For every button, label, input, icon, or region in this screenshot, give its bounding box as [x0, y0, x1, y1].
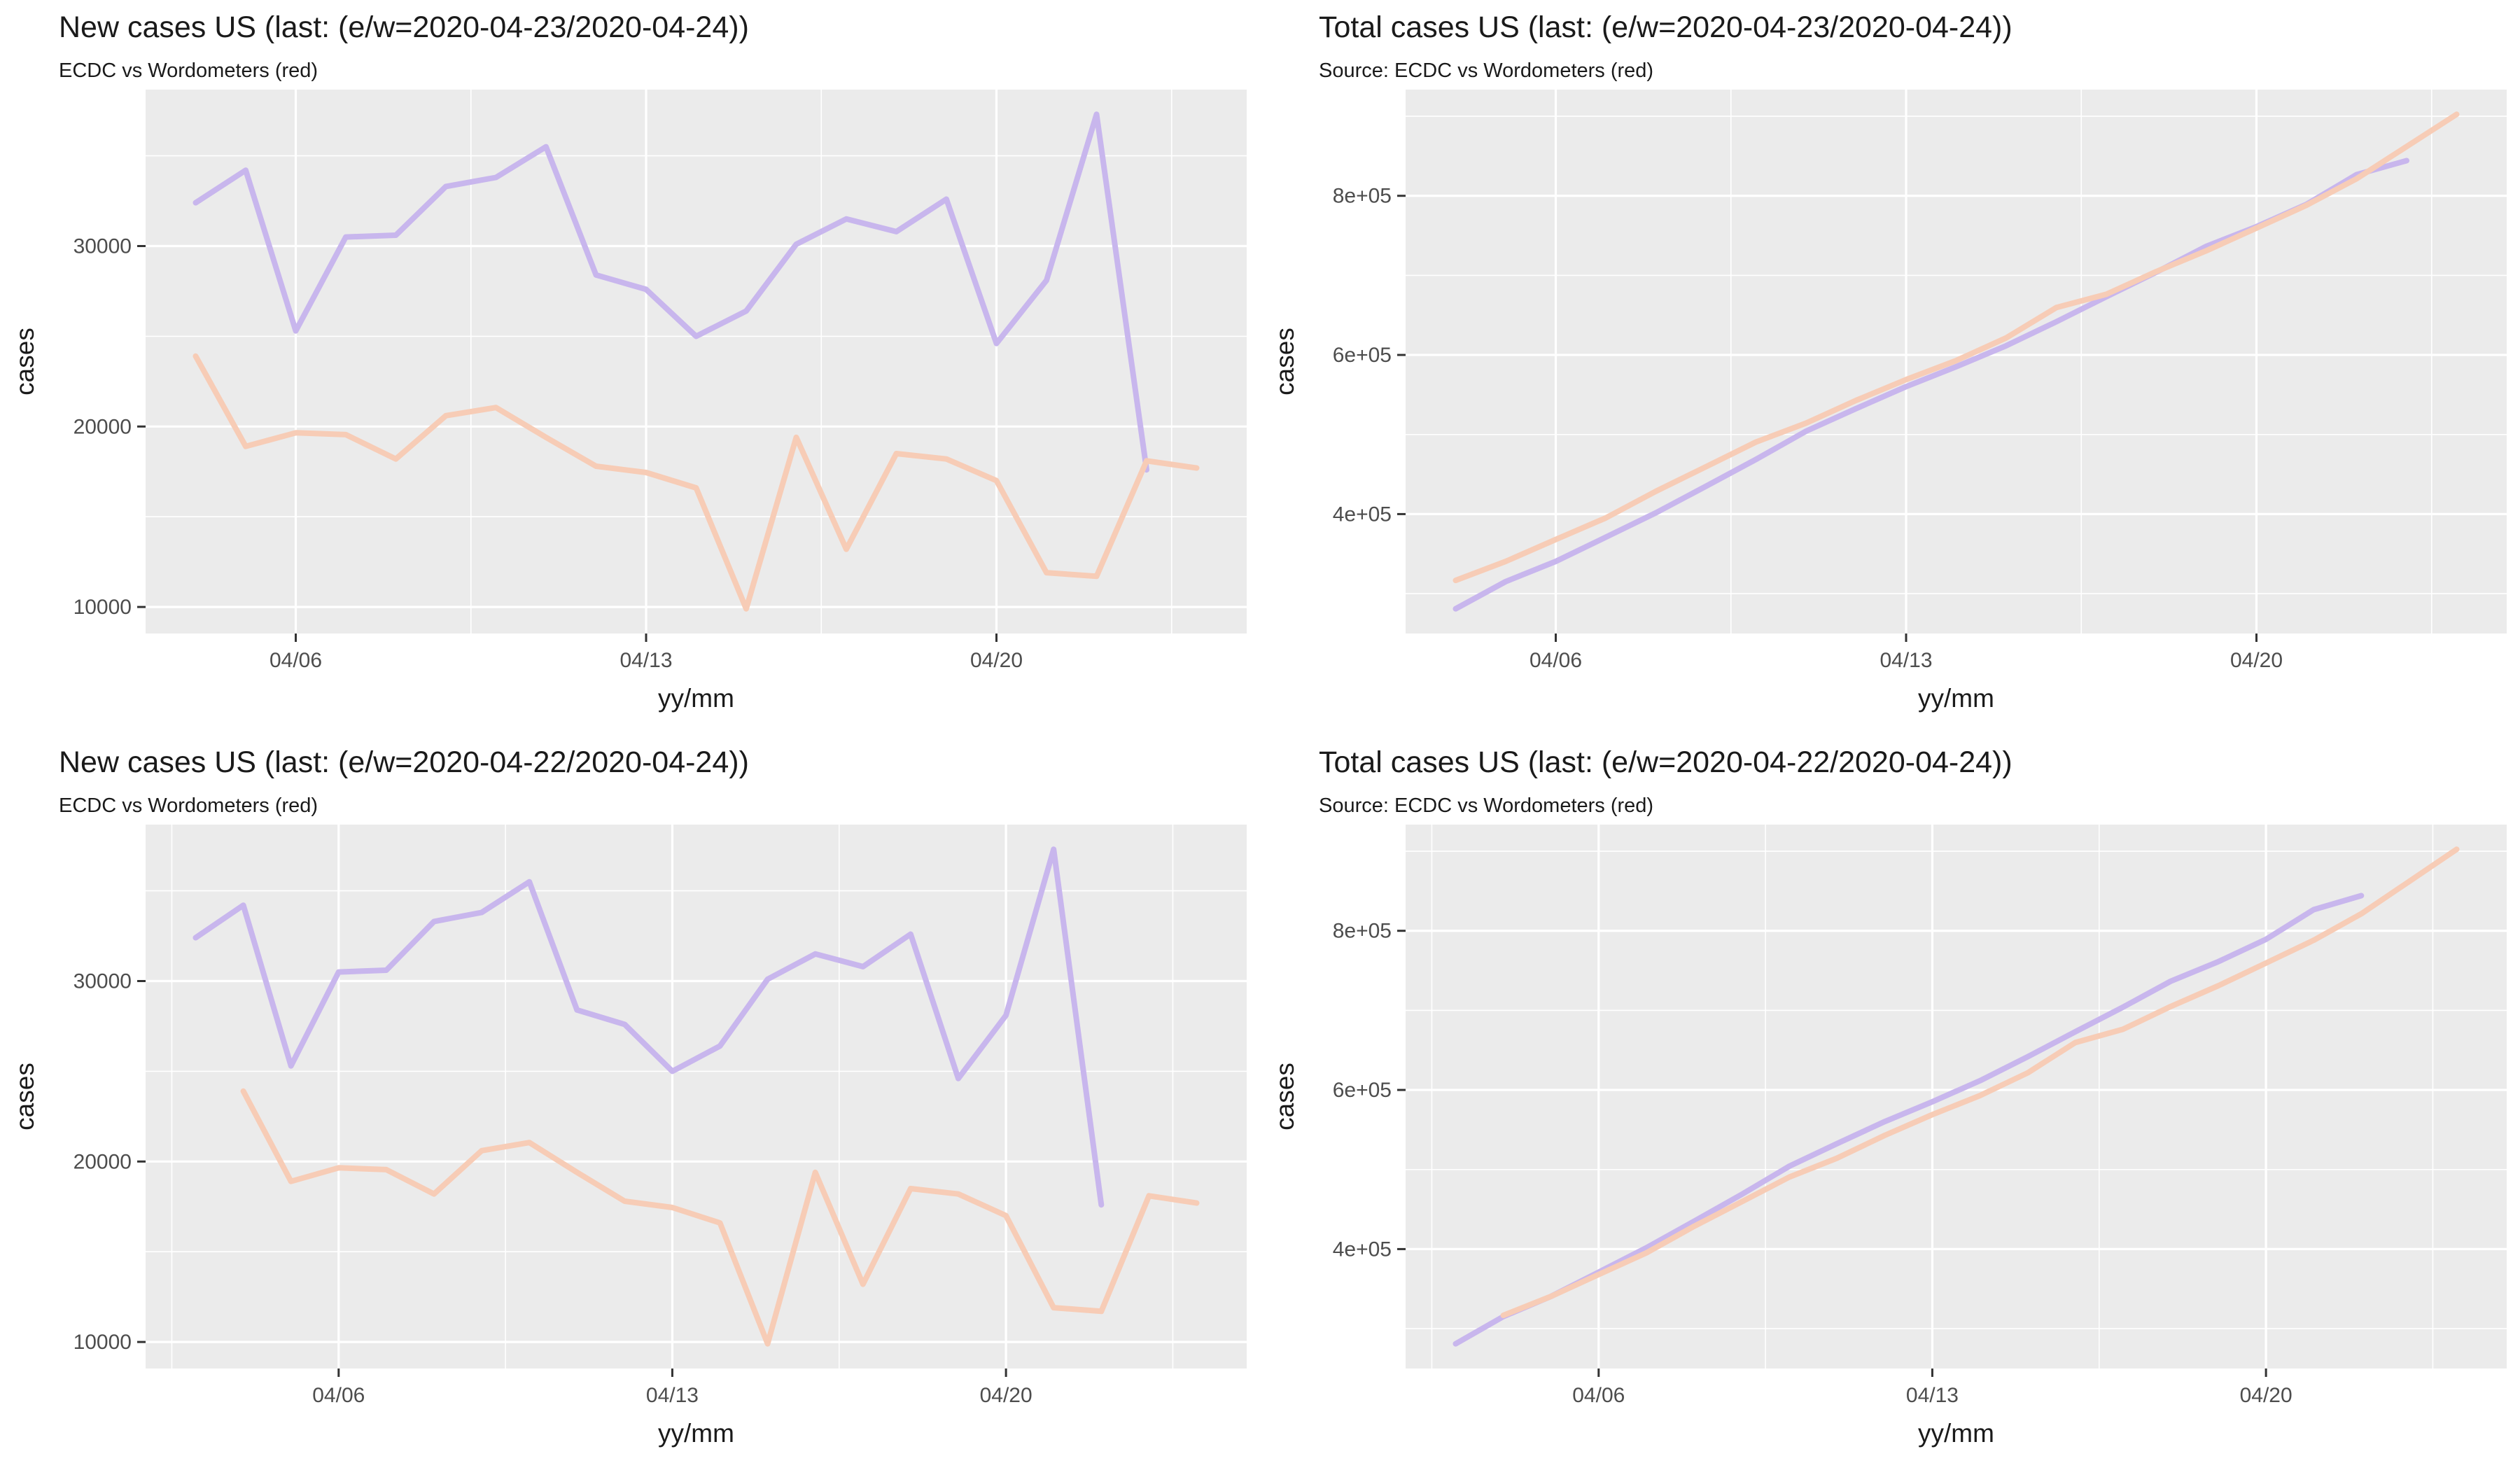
svg-text:04/20: 04/20 [970, 649, 1023, 672]
svg-text:30000: 30000 [74, 970, 132, 993]
svg-text:20000: 20000 [74, 415, 132, 438]
svg-text:yy/mm: yy/mm [1918, 1419, 1994, 1448]
svg-text:4e+05: 4e+05 [1333, 1238, 1392, 1261]
chart-subtitle: ECDC vs Wordometers (red) [59, 59, 318, 82]
svg-text:04/20: 04/20 [980, 1384, 1032, 1407]
svg-text:6e+05: 6e+05 [1333, 1079, 1392, 1102]
svg-text:cases: cases [1270, 1063, 1299, 1130]
svg-text:04/06: 04/06 [1572, 1384, 1625, 1407]
chart-subtitle: Source: ECDC vs Wordometers (red) [1319, 794, 1654, 817]
svg-text:04/06: 04/06 [312, 1384, 365, 1407]
chart-title: New cases US (last: (e/w=2020-04-23/2020… [59, 10, 749, 44]
svg-text:6e+05: 6e+05 [1333, 344, 1392, 367]
chart-subtitle: Source: ECDC vs Wordometers (red) [1319, 59, 1654, 82]
chart-total-cases-latest: 04/06 04/13 04/20 4e+05 6e+05 8e+05 yy/mm cases… [1260, 0, 2520, 735]
chart-title: Total cases US (last: (e/w=2020-04-23/20… [1319, 10, 2012, 44]
svg-text:4e+05: 4e+05 [1333, 503, 1392, 526]
svg-text:04/13: 04/13 [620, 649, 672, 672]
chart-new-cases-latest: 04/06 04/13 04/20 10000 20000 30000 yy/mm cases… [0, 0, 1260, 735]
total-cases-previous-plot: 04/06 04/13 04/20 4e+05 6e+05 8e+05 yy/mm cases [1270, 825, 2507, 1448]
svg-text:cases: cases [10, 1063, 39, 1130]
chart-title: New cases US (last: (e/w=2020-04-22/2020… [59, 746, 749, 779]
chart-title: Total cases US (last: (e/w=2020-04-22/20… [1319, 746, 2012, 779]
svg-text:8e+05: 8e+05 [1333, 185, 1392, 208]
svg-text:20000: 20000 [74, 1150, 132, 1173]
chart-total-cases-previous: 04/06 04/13 04/20 4e+05 6e+05 8e+05 yy/mm cases… [1260, 735, 2520, 1470]
svg-text:yy/mm: yy/mm [658, 1419, 734, 1448]
chart-new-cases-previous: 04/06 04/13 04/20 10000 20000 30000 yy/mm cases… [0, 735, 1260, 1470]
svg-text:8e+05: 8e+05 [1333, 920, 1392, 943]
svg-text:30000: 30000 [74, 235, 132, 258]
new-cases-previous-plot: 04/06 04/13 04/20 10000 20000 30000 yy/mm cases [10, 825, 1247, 1448]
svg-text:cases: cases [1270, 328, 1299, 396]
svg-text:04/06: 04/06 [270, 649, 322, 672]
svg-text:10000: 10000 [74, 596, 132, 619]
svg-text:04/06: 04/06 [1530, 649, 1582, 672]
svg-text:04/13: 04/13 [1879, 649, 1932, 672]
svg-text:10000: 10000 [74, 1331, 132, 1354]
svg-text:04/13: 04/13 [1906, 1384, 1959, 1407]
svg-text:yy/mm: yy/mm [658, 684, 734, 713]
total-cases-latest-plot: 04/06 04/13 04/20 4e+05 6e+05 8e+05 yy/mm cases [1270, 90, 2507, 713]
svg-text:04/13: 04/13 [646, 1384, 699, 1407]
chart-subtitle: ECDC vs Wordometers (red) [59, 794, 318, 817]
new-cases-latest-plot: 04/06 04/13 04/20 10000 20000 30000 yy/mm cases [10, 90, 1247, 713]
svg-text:yy/mm: yy/mm [1918, 684, 1994, 713]
svg-text:04/20: 04/20 [2230, 649, 2283, 672]
svg-text:04/20: 04/20 [2240, 1384, 2292, 1407]
svg-text:cases: cases [10, 328, 39, 396]
